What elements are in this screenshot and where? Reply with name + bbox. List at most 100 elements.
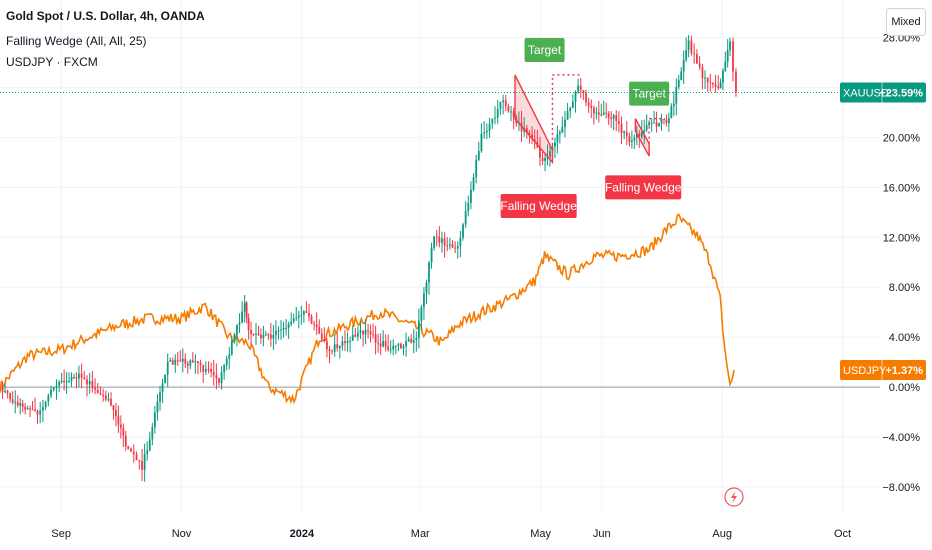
candle-body <box>110 398 112 406</box>
candle-body <box>635 133 638 138</box>
candle-body <box>344 341 346 344</box>
candle-body <box>704 77 706 79</box>
candle-body <box>212 372 215 376</box>
candle-body <box>456 246 459 249</box>
candle-body <box>605 112 608 114</box>
candle-body <box>638 133 641 137</box>
scale-mode-button[interactable]: Mixed <box>886 8 926 36</box>
candle-body <box>55 385 58 388</box>
lightning-icon[interactable] <box>724 487 744 507</box>
candle-body <box>645 125 648 130</box>
y-axis[interactable]: 28.00%20.00%16.00%12.00%8.00%4.00%0.00%−… <box>882 32 920 494</box>
candle-body <box>667 118 670 123</box>
candle-body <box>169 360 172 362</box>
y-tick-label: 12.00% <box>883 232 921 244</box>
candle-body <box>695 54 698 64</box>
annotation-badge <box>500 194 577 219</box>
candle-body <box>620 123 623 134</box>
candle-body <box>233 334 236 341</box>
candle-body <box>305 311 308 313</box>
candle-body <box>151 427 154 440</box>
candle-body <box>197 361 199 363</box>
candle-body <box>732 41 734 72</box>
candle-body <box>19 403 22 406</box>
candle-body <box>174 359 177 365</box>
indicator-legend[interactable]: Falling Wedge (All, All, 25) <box>6 34 147 48</box>
candle-body <box>99 393 102 396</box>
candle-body <box>146 450 149 454</box>
candle-body <box>164 374 167 384</box>
candle-body <box>392 345 395 350</box>
candle-body <box>138 460 141 462</box>
x-tick-label: Aug <box>712 528 732 540</box>
y-tick-label: −4.00% <box>882 432 920 444</box>
candle-body <box>186 363 189 366</box>
candle-body <box>86 379 88 385</box>
candle-body <box>44 401 47 408</box>
annotation-badge <box>605 175 682 200</box>
candle-body <box>597 112 600 115</box>
candle-body <box>236 324 238 335</box>
candle-body <box>262 335 265 339</box>
candle-body <box>68 381 70 383</box>
candle-body <box>351 334 354 341</box>
candle-body <box>292 318 295 322</box>
candle-body <box>199 362 202 365</box>
chart-title[interactable]: Gold Spot / U.S. Dollar, 4h, OANDA <box>6 9 205 23</box>
candle-body <box>31 409 34 411</box>
candle-body <box>670 106 673 119</box>
candle-body <box>362 330 364 335</box>
candle-body <box>412 340 415 343</box>
y-tick-label: 8.00% <box>889 282 920 294</box>
candle-body <box>255 333 257 335</box>
candle-body <box>39 410 42 415</box>
candle-body <box>250 330 252 334</box>
candle-body <box>290 321 293 324</box>
candle-body <box>349 340 352 342</box>
candle-body <box>488 123 491 131</box>
y-tick-label: −8.00% <box>882 482 920 494</box>
candle-body <box>582 90 585 94</box>
candle-body <box>607 113 610 118</box>
candle-body <box>272 335 275 339</box>
candle-body <box>153 412 156 428</box>
usdjpy-series <box>0 213 735 405</box>
candle-body <box>494 117 496 119</box>
candle-body <box>549 151 551 157</box>
candle-body <box>650 122 653 124</box>
candle-body <box>91 381 94 388</box>
candle-body <box>60 380 63 383</box>
candle-body <box>191 360 194 363</box>
candle-body <box>94 387 96 390</box>
x-axis[interactable]: Sep Nov 2024 Mar May Jun Aug Oct <box>51 528 851 540</box>
candle-body <box>485 130 488 133</box>
candle-body <box>706 77 709 83</box>
candle-body <box>50 389 52 396</box>
candle-body <box>587 102 590 106</box>
candle-body <box>660 119 663 124</box>
candle-body <box>379 343 382 347</box>
candle-body <box>685 49 688 60</box>
candle-body <box>29 408 31 410</box>
candle-body <box>220 372 223 383</box>
lightning-icon-bolt <box>730 491 737 503</box>
candle-body <box>83 377 86 380</box>
candle-body <box>275 330 277 336</box>
candle-body <box>472 177 475 190</box>
candle-body <box>230 340 233 355</box>
candle-body <box>717 86 720 89</box>
candle-body <box>539 147 541 158</box>
candle-body <box>438 236 441 243</box>
y-tick-label: 0.00% <box>889 382 920 394</box>
candle-body <box>346 341 349 344</box>
annotation-label: Falling Wedge <box>605 180 682 194</box>
compare-symbol-legend[interactable]: USDJPY · FXCM <box>6 55 98 69</box>
candle-body <box>112 405 115 411</box>
candle-body <box>207 368 210 370</box>
candle-body <box>377 342 380 344</box>
candle-body <box>47 395 50 402</box>
candle-body <box>499 102 502 109</box>
candle-body <box>672 103 675 107</box>
candle-body <box>135 454 138 461</box>
